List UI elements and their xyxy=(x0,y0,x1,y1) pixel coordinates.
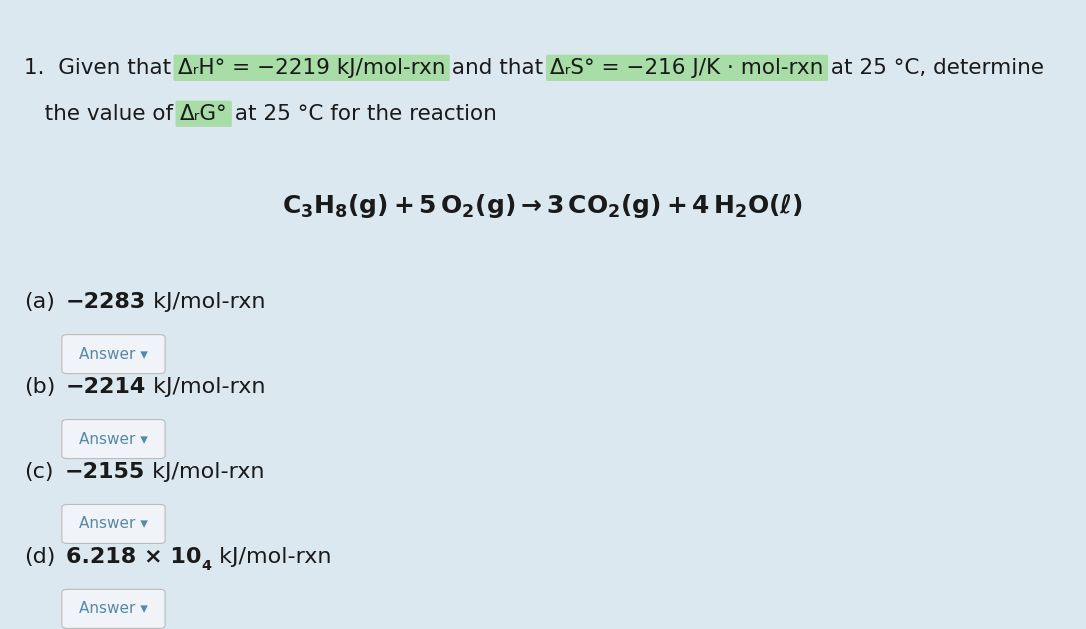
FancyBboxPatch shape xyxy=(62,335,165,374)
FancyBboxPatch shape xyxy=(546,55,829,81)
Text: kJ/mol-rxn: kJ/mol-rxn xyxy=(144,462,264,482)
Text: 4: 4 xyxy=(202,559,212,572)
FancyBboxPatch shape xyxy=(62,589,165,628)
Text: at 25 °C for the reaction: at 25 °C for the reaction xyxy=(228,104,496,124)
Text: Answer ▾: Answer ▾ xyxy=(79,431,148,447)
Text: −2283: −2283 xyxy=(65,292,146,313)
Text: −2155: −2155 xyxy=(64,462,144,482)
FancyBboxPatch shape xyxy=(174,55,450,81)
Text: Answer ▾: Answer ▾ xyxy=(79,516,148,532)
Text: ΔᵣG°: ΔᵣG° xyxy=(180,104,228,124)
Text: and that: and that xyxy=(445,58,551,78)
Text: kJ/mol-rxn: kJ/mol-rxn xyxy=(212,547,331,567)
Text: $\mathbf{C_3H_8(g) + 5\,O_2(g) \rightarrow 3\,CO_2(g) + 4\,H_2O(\ell)}$: $\mathbf{C_3H_8(g) + 5\,O_2(g) \rightarr… xyxy=(282,192,804,220)
Text: the value of: the value of xyxy=(24,104,180,124)
Text: Answer ▾: Answer ▾ xyxy=(79,601,148,616)
Text: Answer ▾: Answer ▾ xyxy=(79,347,148,362)
Text: ΔᵣH° = −2219 kJ/mol-rxn: ΔᵣH° = −2219 kJ/mol-rxn xyxy=(178,58,445,78)
Text: 1.  Given that: 1. Given that xyxy=(24,58,178,78)
FancyBboxPatch shape xyxy=(176,101,232,127)
FancyBboxPatch shape xyxy=(62,420,165,459)
Text: 6.218 × 10: 6.218 × 10 xyxy=(66,547,202,567)
Text: −2214: −2214 xyxy=(66,377,147,398)
Text: at 25 °C, determine: at 25 °C, determine xyxy=(824,58,1044,78)
Text: (a): (a) xyxy=(24,292,54,313)
Text: kJ/mol-rxn: kJ/mol-rxn xyxy=(146,292,265,313)
FancyBboxPatch shape xyxy=(62,504,165,543)
Text: (c): (c) xyxy=(24,462,53,482)
Text: (d): (d) xyxy=(24,547,55,567)
Text: ΔᵣS° = −216 J/K · mol-rxn: ΔᵣS° = −216 J/K · mol-rxn xyxy=(551,58,824,78)
Text: kJ/mol-rxn: kJ/mol-rxn xyxy=(147,377,266,398)
Text: (b): (b) xyxy=(24,377,55,398)
